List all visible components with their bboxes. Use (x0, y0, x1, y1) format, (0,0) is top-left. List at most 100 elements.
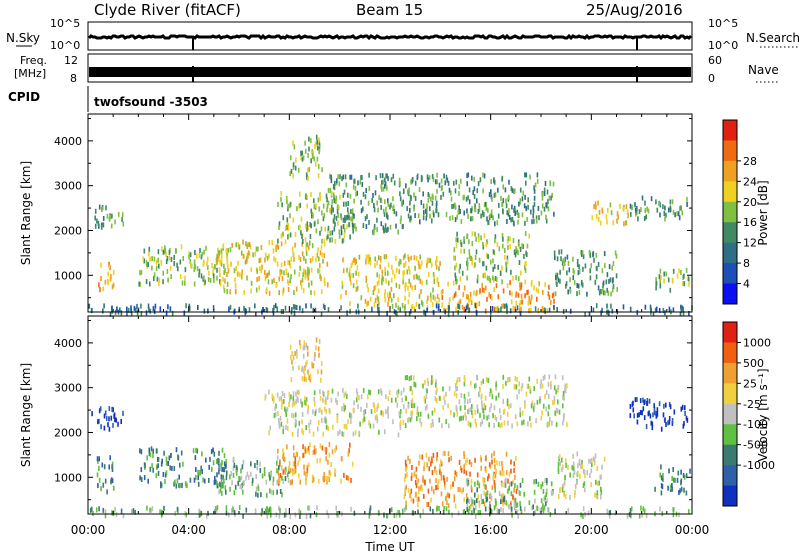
data-cell (419, 254, 421, 260)
data-cell (478, 207, 481, 212)
data-cell (658, 201, 661, 207)
data-cell (551, 192, 553, 198)
data-cell (488, 422, 490, 428)
data-cell (499, 414, 502, 420)
data-cell (306, 447, 309, 453)
data-cell (405, 408, 407, 414)
data-cell (582, 254, 585, 260)
data-cell (448, 509, 450, 515)
data-cell (649, 413, 652, 419)
data-cell (589, 275, 592, 281)
data-cell (223, 270, 225, 275)
data-cell (445, 212, 448, 217)
data-cell (427, 501, 430, 507)
data-cell (403, 188, 405, 194)
data-cell (411, 410, 413, 416)
power-ylabel: Slant Range [km] (19, 161, 33, 265)
data-cell (375, 175, 377, 181)
data-cell (229, 289, 231, 295)
data-cell (335, 445, 338, 451)
data-cell (514, 211, 516, 216)
data-cell (576, 262, 579, 268)
data-cell (280, 233, 283, 239)
data-cell (655, 306, 658, 312)
data-cell (476, 278, 479, 284)
data-cell (431, 458, 433, 464)
data-cell (688, 281, 690, 287)
data-cell (441, 423, 443, 429)
data-cell (348, 272, 351, 277)
colorbar-segment (723, 342, 737, 364)
data-cell (278, 462, 281, 468)
data-cell (108, 264, 111, 270)
data-cell (476, 374, 478, 380)
data-cell (314, 307, 317, 313)
data-cell (303, 255, 305, 261)
data-cell (397, 296, 400, 302)
data-cell (541, 506, 543, 512)
data-cell (518, 260, 521, 265)
data-cell (386, 212, 388, 218)
data-cell (512, 275, 514, 281)
data-cell (572, 453, 574, 459)
data-cell (219, 272, 221, 278)
data-cell (279, 508, 281, 513)
data-cell (608, 513, 611, 519)
data-cell (282, 231, 284, 237)
data-cell (443, 173, 445, 179)
data-cell (634, 397, 637, 403)
nave-tick-low: 0 (708, 72, 715, 85)
data-cell (537, 481, 540, 487)
data-cell (505, 267, 508, 273)
data-cell (514, 498, 517, 504)
data-cell (625, 204, 628, 210)
data-cell (285, 270, 288, 276)
data-cell (463, 306, 466, 312)
data-cell (470, 380, 472, 386)
data-cell (615, 273, 618, 279)
data-cell (573, 466, 575, 472)
data-cell (391, 264, 393, 270)
data-cell (306, 272, 309, 278)
data-cell (529, 174, 531, 180)
data-cell (529, 299, 532, 305)
data-cell (540, 379, 542, 385)
data-cell (612, 220, 615, 226)
data-cell (179, 482, 181, 488)
colorbar-tick-label: 25 (743, 377, 757, 390)
data-cell (595, 265, 598, 271)
data-cell (270, 512, 272, 518)
data-cell (396, 402, 399, 408)
data-cell (513, 468, 515, 473)
data-cell (515, 455, 517, 461)
data-cell (628, 512, 631, 518)
colorbar-segment (723, 140, 737, 162)
data-cell (562, 258, 565, 264)
data-cell (523, 491, 525, 497)
data-cell (340, 478, 342, 484)
data-cell (307, 446, 310, 452)
data-cell (114, 506, 116, 512)
data-cell (662, 204, 664, 210)
data-cell (233, 462, 236, 468)
data-cell (321, 252, 323, 258)
data-cell (543, 206, 546, 212)
data-cell (460, 467, 463, 473)
data-cell (555, 422, 558, 428)
data-cell (473, 508, 475, 513)
data-cell (494, 238, 496, 244)
data-cell (261, 264, 263, 270)
data-cell (507, 236, 510, 242)
data-cell (393, 180, 396, 186)
data-cell (530, 209, 532, 215)
data-cell (524, 267, 527, 273)
data-cell (376, 200, 378, 206)
data-cell (414, 265, 416, 271)
data-cell (170, 452, 172, 458)
data-cell (330, 178, 333, 184)
data-cell (407, 417, 409, 423)
data-cell (435, 382, 437, 388)
data-cell (432, 195, 434, 201)
data-cell (208, 270, 210, 276)
